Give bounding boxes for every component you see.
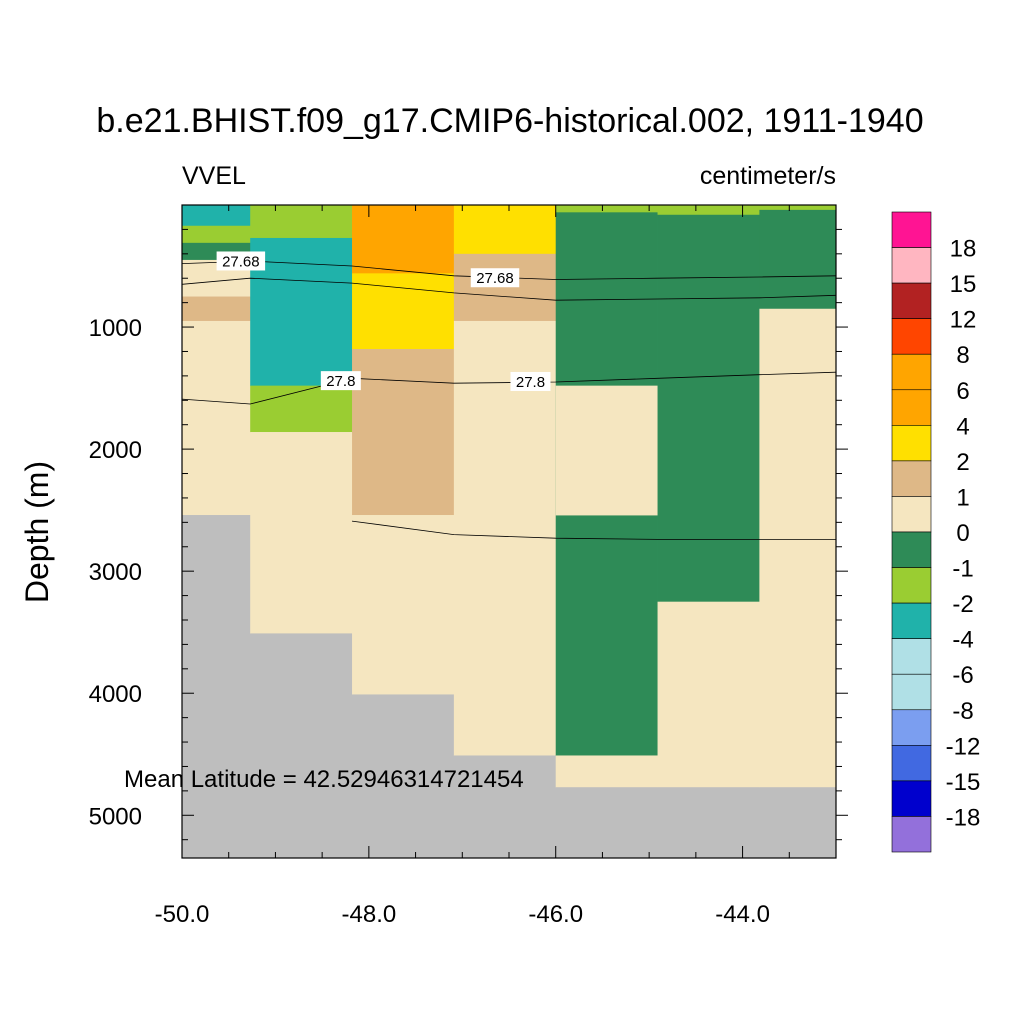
y-tick-label-0: 1000 — [89, 315, 142, 342]
colorbar: 18 15 12 8 6 4 2 1 0 -1 -2 -4 -6 -8 -12 -15 -18 — [891, 211, 981, 853]
colorbar-box-12 — [891, 638, 932, 675]
colorbar-box-3 — [891, 318, 932, 355]
y-axis-label: Depth (m) — [19, 461, 55, 603]
colorbar-label-10: -2 — [952, 591, 973, 618]
heatmap-cell-30 — [657, 787, 760, 859]
heatmap-cell-6 — [182, 320, 251, 516]
heatmap-cell-29 — [657, 601, 760, 788]
colorbar-box-5 — [891, 389, 932, 426]
contour-label-2: 27.68 — [476, 270, 514, 287]
heatmap-cell-15 — [352, 349, 455, 516]
heatmap-cell-33 — [759, 308, 837, 788]
colorbar-box-14 — [891, 709, 932, 746]
colorbar-box-0 — [891, 211, 932, 248]
colorbar-label-11: -4 — [952, 627, 973, 654]
colorbar-box-11 — [891, 602, 932, 639]
colorbar-box-9 — [891, 531, 932, 568]
heatmap-cell-1 — [182, 207, 251, 227]
contour-label-box-3 — [320, 371, 361, 391]
colorbar-label-6: 2 — [956, 449, 969, 476]
colorbar-label-13: -8 — [952, 698, 973, 725]
y-tick-label-4: 5000 — [89, 803, 142, 830]
y-tick-label-2: 3000 — [89, 559, 142, 586]
colorbar-label-2: 12 — [950, 307, 977, 334]
colorbar-box-6 — [891, 425, 932, 462]
heatmap-cell-22 — [555, 205, 658, 213]
colorbar-box-1 — [891, 247, 932, 284]
colorbar-box-4 — [891, 353, 932, 391]
heatmap-cell-24 — [555, 385, 658, 516]
heatmap-cell-20 — [453, 320, 557, 756]
colorbar-box-16 — [891, 780, 932, 817]
contour-line-3 — [181, 371, 837, 405]
colorbar-box-17 — [891, 816, 932, 853]
contour-label-box-4 — [510, 371, 551, 391]
x-tick-label-3: -44.0 — [715, 901, 770, 928]
y-tick-label-3: 4000 — [89, 681, 142, 708]
heatmap-cell-21 — [453, 755, 557, 859]
heatmap-cell-11 — [250, 432, 353, 634]
heatmap-cell-17 — [352, 694, 455, 859]
axis-ticks — [181, 205, 848, 858]
heatmap-cell-34 — [759, 787, 837, 859]
colorbar-label-16: -18 — [946, 804, 981, 831]
heatmap-cell-10 — [250, 385, 353, 433]
y-tick-label-1: 2000 — [89, 437, 142, 464]
heatmap-cells — [182, 205, 837, 859]
mean-latitude-annotation: Mean Latitude = 42.52946314721454 — [124, 766, 524, 793]
contour-label-box-0 — [216, 251, 266, 271]
heatmap-cell-7 — [182, 515, 251, 859]
colorbar-label-9: -1 — [952, 556, 973, 583]
heatmap-cell-28 — [657, 214, 760, 603]
contour-label-3: 27.8 — [326, 373, 355, 390]
contour-line-5 — [351, 520, 836, 540]
heatmap-cell-0 — [182, 205, 251, 208]
heatmap-cell-31 — [759, 205, 837, 211]
colorbar-label-12: -6 — [952, 662, 973, 689]
colorbar-box-8 — [891, 496, 932, 533]
colorbar-label-8: 0 — [956, 520, 969, 547]
heatmap-cell-8 — [250, 205, 353, 239]
heatmap-cell-9 — [250, 237, 353, 387]
colorbar-label-0: 18 — [950, 236, 977, 263]
contour-lines: 27.68 27.68 27.8 27.8 — [181, 251, 837, 540]
colorbar-label-1: 15 — [950, 271, 977, 298]
heatmap-cell-32 — [759, 209, 837, 310]
colorbar-label-7: 1 — [956, 484, 969, 511]
heatmap-cell-19 — [453, 253, 557, 322]
contour-label-0: 27.68 — [222, 253, 260, 270]
x-tick-label-1: -48.0 — [342, 901, 397, 928]
axis-tick-labels: -50.0 -48.0 -46.0 -44.0 1000 2000 3000 4000 5000 — [89, 315, 770, 928]
heatmap-cell-18 — [453, 205, 557, 255]
colorbar-box-7 — [891, 460, 932, 497]
heatmap-cell-2 — [182, 225, 251, 244]
right-subtitle: centimeter/s — [700, 162, 836, 190]
x-tick-label-0: -50.0 — [155, 901, 210, 928]
heatmap-cell-14 — [352, 273, 455, 350]
colorbar-box-10 — [891, 567, 932, 604]
colorbar-box-13 — [891, 673, 932, 711]
x-tick-label-2: -46.0 — [528, 901, 583, 928]
heatmap-cell-13 — [352, 205, 455, 274]
left-subtitle: VVEL — [182, 162, 246, 190]
heatmap-cell-12 — [250, 633, 353, 859]
chart-title: b.e21.BHIST.f09_g17.CMIP6-historical.002… — [96, 102, 923, 140]
heatmap-cell-25 — [555, 755, 658, 788]
heatmap-cell-16 — [352, 515, 455, 695]
heatmap-cell-26 — [555, 787, 658, 859]
colorbar-label-15: -15 — [946, 769, 981, 796]
contour-label-4: 27.8 — [516, 374, 545, 391]
heatmap-cell-27 — [657, 205, 760, 216]
colorbar-label-14: -12 — [946, 733, 981, 760]
colorbar-box-2 — [891, 282, 932, 319]
colorbar-label-3: 8 — [956, 342, 969, 369]
colorbar-box-15 — [891, 745, 932, 782]
heatmap-cell-5 — [182, 296, 251, 322]
contour-label-box-2 — [470, 268, 520, 288]
colorbar-label-5: 4 — [956, 413, 969, 440]
contour-line-1 — [181, 277, 837, 301]
colorbar-label-4: 6 — [956, 378, 969, 405]
